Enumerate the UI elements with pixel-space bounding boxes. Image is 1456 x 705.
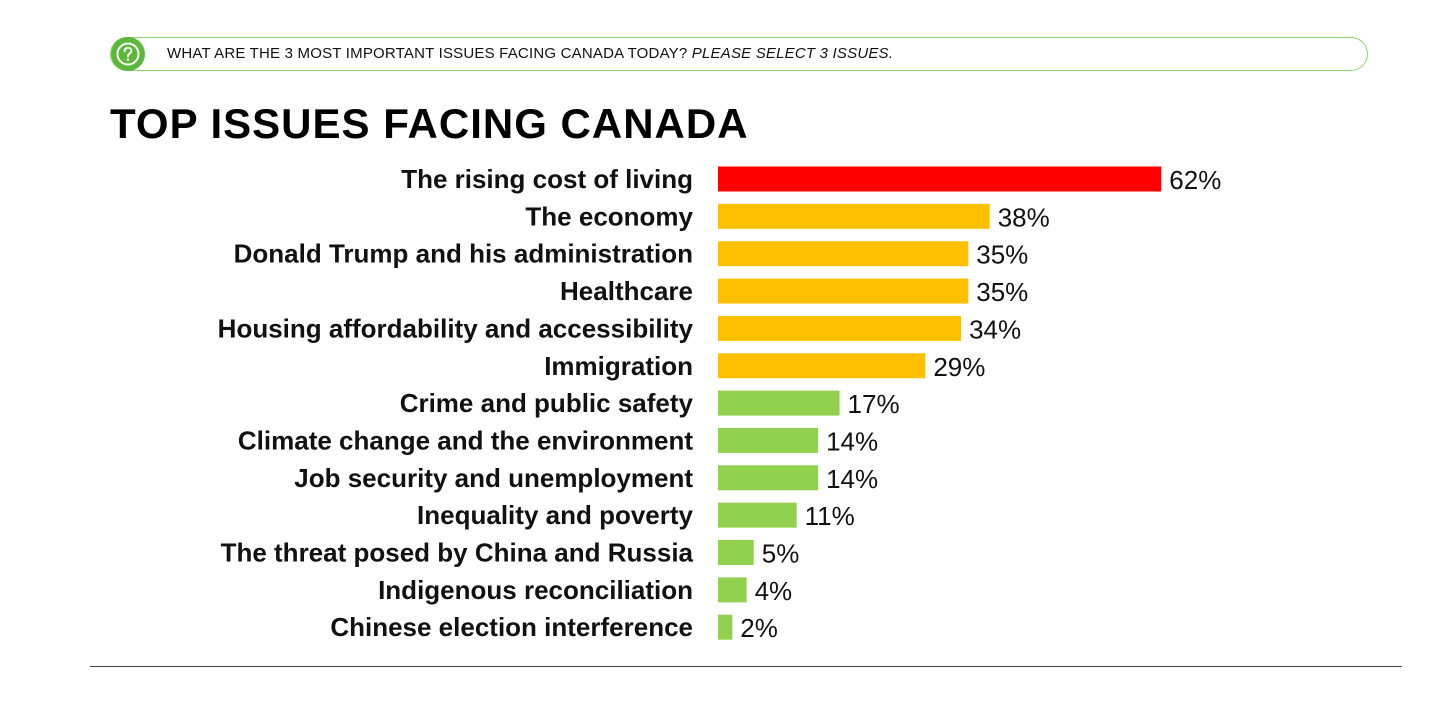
bar — [718, 203, 990, 229]
value-label: 14% — [826, 464, 878, 494]
bar — [718, 278, 969, 304]
value-label: 4% — [755, 576, 793, 606]
value-label: 2% — [740, 613, 778, 643]
question-text: WHAT ARE THE 3 MOST IMPORTANT ISSUES FAC… — [167, 45, 688, 62]
value-label: 38% — [998, 202, 1050, 232]
value-label: 62% — [1169, 165, 1221, 195]
bottom-divider — [90, 666, 1402, 667]
bar — [718, 166, 1162, 192]
value-label: 29% — [933, 352, 985, 382]
value-label: 5% — [762, 539, 800, 569]
value-label: 35% — [976, 240, 1028, 270]
category-label: Job security and unemployment — [294, 463, 693, 493]
value-label: 14% — [826, 426, 878, 456]
value-label: 34% — [969, 314, 1021, 344]
question-instruction: PLEASE SELECT 3 ISSUES. — [691, 45, 894, 62]
category-label: Inequality and poverty — [417, 500, 693, 530]
category-label: The threat posed by China and Russia — [221, 538, 694, 568]
value-label: 17% — [848, 389, 900, 419]
bar — [718, 465, 819, 491]
bar — [718, 353, 926, 379]
category-label: The economy — [525, 201, 693, 231]
bar — [718, 540, 754, 565]
chart-title: TOP ISSUES FACING CANADA — [110, 100, 749, 147]
bar — [718, 241, 969, 267]
category-label: The rising cost of living — [401, 164, 693, 194]
value-label: 11% — [805, 501, 855, 531]
question-mark-icon — [111, 37, 145, 71]
bar — [718, 577, 747, 603]
bar — [718, 315, 962, 341]
bar — [718, 614, 733, 640]
question-banner: WHAT ARE THE 3 MOST IMPORTANT ISSUES FAC… — [110, 37, 1368, 71]
category-label: Climate change and the environment — [238, 425, 693, 455]
bar — [718, 502, 797, 528]
category-label: Immigration — [544, 351, 693, 381]
category-label: Chinese election interference — [330, 612, 693, 642]
bar — [718, 427, 819, 453]
question-text-line: WHAT ARE THE 3 MOST IMPORTANT ISSUES FAC… — [167, 38, 893, 70]
category-label: Healthcare — [560, 276, 693, 306]
category-label: Indigenous reconciliation — [378, 575, 693, 605]
category-label: Crime and public safety — [400, 388, 694, 418]
category-label: Donald Trump and his administration — [234, 239, 693, 269]
value-label: 35% — [976, 277, 1028, 307]
bar — [718, 390, 840, 416]
category-label: Housing affordability and accessibility — [218, 313, 694, 343]
